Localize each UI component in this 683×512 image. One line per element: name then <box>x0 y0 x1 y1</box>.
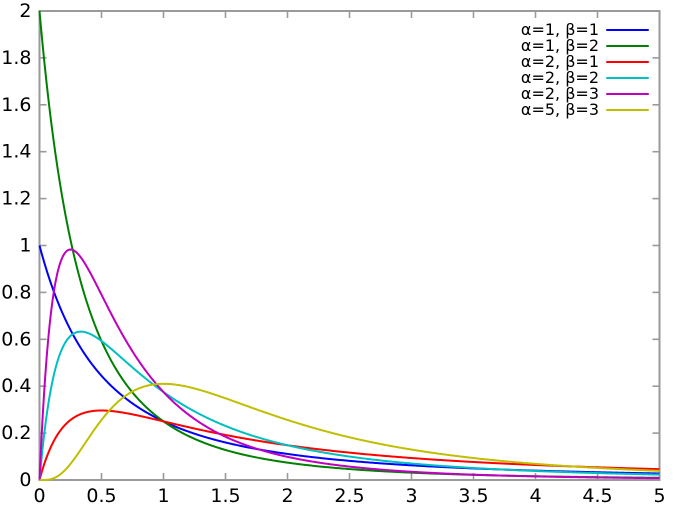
y-tick-label: 1.2 <box>1 188 31 210</box>
x-tick-label: 0 <box>33 485 45 507</box>
curve-a2-b3 <box>38 248 660 481</box>
curve-a2-b2 <box>38 330 660 481</box>
x-tick-label: 3.5 <box>458 485 488 507</box>
y-tick-label: 1.8 <box>1 47 31 69</box>
x-tick-label: 4 <box>529 485 541 507</box>
x-tick-label: 2.5 <box>334 485 364 507</box>
y-tick-label: 0.4 <box>1 375 31 397</box>
y-tick-label: 0.6 <box>1 328 31 350</box>
y-tick-label: 1.4 <box>1 141 31 163</box>
x-tick-label: 0.5 <box>86 485 116 507</box>
y-tick-label: 2 <box>19 0 31 22</box>
curve-a1-b1 <box>38 245 660 475</box>
x-tick-label: 3 <box>405 485 417 507</box>
plot-border <box>38 10 661 481</box>
x-tick-label: 1 <box>157 485 169 507</box>
x-tick-label: 1.5 <box>210 485 240 507</box>
x-tick-label: 4.5 <box>582 485 612 507</box>
y-tick-label: 1.6 <box>1 94 31 116</box>
x-tick-label: 5 <box>653 485 665 507</box>
y-tick-label: 1 <box>19 235 31 257</box>
x-tick-label: 2 <box>281 485 293 507</box>
curve-a5-b3 <box>39 382 660 481</box>
y-tick-label: 0.2 <box>1 422 31 444</box>
curve-a1-b2 <box>38 10 660 479</box>
y-tick-label: 0 <box>19 469 31 491</box>
y-tick-label: 0.8 <box>1 281 31 303</box>
